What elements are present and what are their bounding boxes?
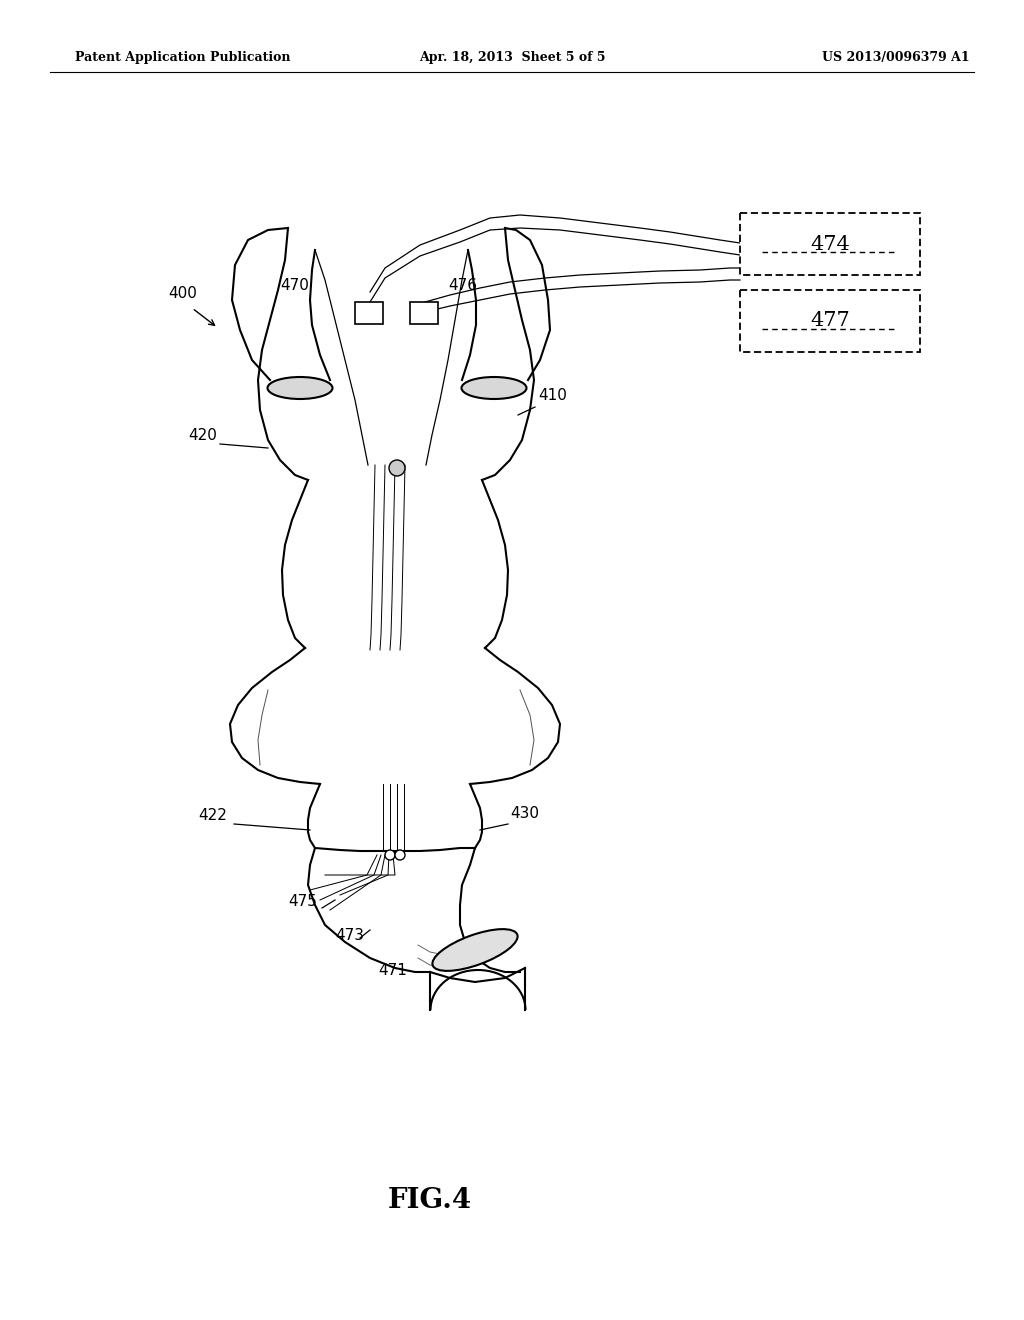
Text: 476: 476 — [449, 279, 477, 293]
Text: Apr. 18, 2013  Sheet 5 of 5: Apr. 18, 2013 Sheet 5 of 5 — [419, 51, 605, 65]
FancyBboxPatch shape — [740, 213, 920, 275]
FancyBboxPatch shape — [355, 302, 383, 323]
Text: Patent Application Publication: Patent Application Publication — [75, 51, 291, 65]
FancyBboxPatch shape — [410, 302, 438, 323]
Circle shape — [385, 850, 395, 861]
Ellipse shape — [462, 378, 526, 399]
Text: FIG.4: FIG.4 — [388, 1187, 472, 1213]
Text: 430: 430 — [510, 807, 539, 821]
Text: 475: 475 — [288, 894, 316, 909]
Text: 470: 470 — [280, 279, 309, 293]
Text: 420: 420 — [188, 428, 217, 444]
Text: 474: 474 — [810, 235, 850, 253]
Text: US 2013/0096379 A1: US 2013/0096379 A1 — [822, 51, 970, 65]
Text: 400: 400 — [168, 286, 197, 301]
Text: 473: 473 — [335, 928, 364, 942]
Text: 422: 422 — [198, 808, 227, 822]
FancyBboxPatch shape — [740, 290, 920, 352]
Text: 471: 471 — [378, 964, 407, 978]
Text: 477: 477 — [810, 312, 850, 330]
Circle shape — [389, 459, 406, 477]
Circle shape — [395, 850, 406, 861]
Text: 410: 410 — [538, 388, 567, 403]
Ellipse shape — [267, 378, 333, 399]
Ellipse shape — [432, 929, 517, 972]
